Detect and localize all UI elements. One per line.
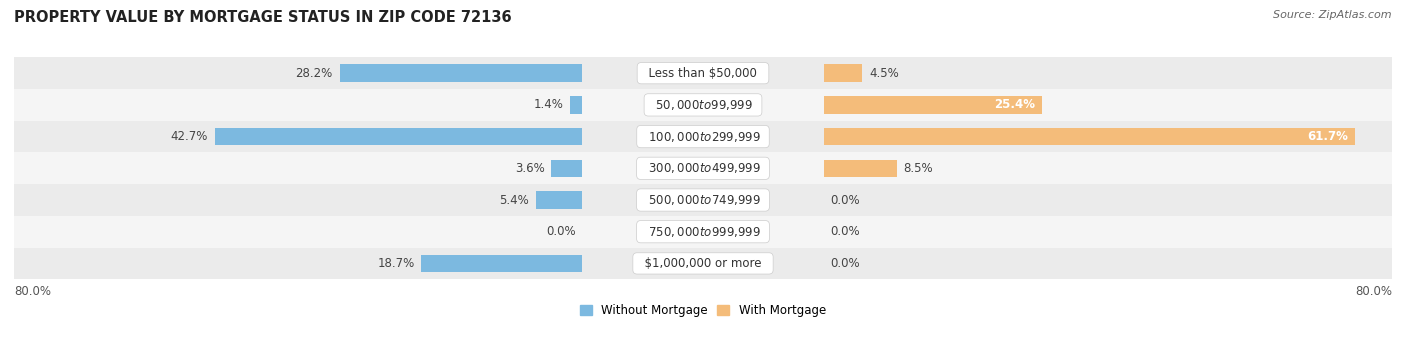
Bar — [824, 65, 862, 82]
Text: PROPERTY VALUE BY MORTGAGE STATUS IN ZIP CODE 72136: PROPERTY VALUE BY MORTGAGE STATUS IN ZIP… — [14, 10, 512, 25]
Text: 1.4%: 1.4% — [534, 98, 564, 112]
Text: $50,000 to $99,999: $50,000 to $99,999 — [648, 98, 758, 112]
Text: $750,000 to $999,999: $750,000 to $999,999 — [641, 225, 765, 239]
Bar — [824, 128, 1355, 145]
Bar — [14, 184, 1392, 216]
Bar — [14, 248, 1392, 279]
Text: 3.6%: 3.6% — [515, 162, 544, 175]
Bar — [551, 159, 582, 177]
Bar — [14, 57, 1392, 89]
Legend: Without Mortgage, With Mortgage: Without Mortgage, With Mortgage — [575, 300, 831, 322]
Bar — [14, 121, 1392, 152]
Text: Source: ZipAtlas.com: Source: ZipAtlas.com — [1274, 10, 1392, 20]
Bar — [215, 128, 582, 145]
Bar — [422, 255, 582, 272]
Text: 80.0%: 80.0% — [14, 285, 51, 298]
Text: $1,000,000 or more: $1,000,000 or more — [637, 257, 769, 270]
Text: $300,000 to $499,999: $300,000 to $499,999 — [641, 161, 765, 175]
Bar — [571, 96, 582, 114]
Text: 8.5%: 8.5% — [904, 162, 934, 175]
Text: Less than $50,000: Less than $50,000 — [641, 67, 765, 80]
Text: 0.0%: 0.0% — [831, 193, 860, 206]
Text: $100,000 to $299,999: $100,000 to $299,999 — [641, 130, 765, 143]
Text: 18.7%: 18.7% — [377, 257, 415, 270]
Text: 0.0%: 0.0% — [831, 257, 860, 270]
Bar — [824, 159, 897, 177]
Bar — [536, 191, 582, 209]
Text: 28.2%: 28.2% — [295, 67, 333, 80]
Text: 42.7%: 42.7% — [170, 130, 208, 143]
Text: $500,000 to $749,999: $500,000 to $749,999 — [641, 193, 765, 207]
Bar — [824, 96, 1042, 114]
Bar — [14, 89, 1392, 121]
Text: 25.4%: 25.4% — [994, 98, 1035, 112]
Text: 0.0%: 0.0% — [546, 225, 575, 238]
Text: 80.0%: 80.0% — [1355, 285, 1392, 298]
Bar — [14, 152, 1392, 184]
Bar — [14, 216, 1392, 248]
Text: 4.5%: 4.5% — [869, 67, 898, 80]
Text: 0.0%: 0.0% — [831, 225, 860, 238]
Text: 61.7%: 61.7% — [1308, 130, 1348, 143]
Bar — [340, 65, 582, 82]
Text: 5.4%: 5.4% — [499, 193, 529, 206]
